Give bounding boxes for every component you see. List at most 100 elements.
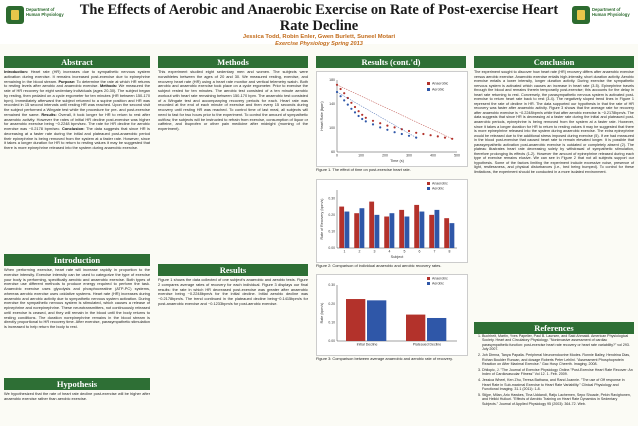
y-axis-label: Rate of Recovery (bpm/s) [320, 198, 324, 239]
y-tick-label: 0.10 [328, 229, 335, 233]
y-tick-label: 180 [329, 78, 335, 82]
introduction-heading: Introduction [4, 254, 150, 266]
x-tick-label: 1 [344, 249, 346, 253]
anaerobic-point [364, 116, 367, 119]
aerobic-point [386, 128, 389, 131]
references-list: Buchheit, Martin, Yves Papelier, Paul B.… [474, 334, 634, 406]
aerobic-bar [449, 222, 455, 248]
aerobic-point [364, 120, 367, 123]
anaerobic-point [415, 131, 418, 134]
y-axis-label: Heart Rate (bpm) [320, 101, 324, 131]
anaerobic-bar [384, 216, 390, 248]
results-heading: Results [158, 264, 308, 276]
x-axis-label: Time (s) [390, 159, 405, 163]
methods-text: This experiment studied eight sedentary … [158, 69, 308, 131]
reference-item: Joh Dimna, Tanya Papalia. Peripheral Neu… [482, 353, 634, 366]
y-tick-label: 60 [331, 150, 335, 154]
y-tick-label: 140 [329, 102, 335, 106]
anaerobic-trendline [336, 84, 453, 140]
x-tick-label: 300 [406, 154, 412, 158]
aerobic-point [407, 134, 411, 137]
anaerobic-bar [429, 214, 435, 248]
figure-2-chart: 0.00 0.10 0.20 0.30 1 2 3 4 5 6 7 8 Subject Rate of R… [320, 181, 457, 259]
anaerobic-point [343, 92, 346, 95]
aerobic-point [415, 136, 418, 139]
anaerobic-point [361, 113, 364, 116]
x-tick-label: 5 [404, 249, 406, 253]
aerobic-point [393, 131, 396, 134]
anaerobic-legend-label: Anaerobic [432, 277, 448, 281]
figure-1-chart: 60 100 140 180 0 100 200 300 400 500 Time (s) Heart… [320, 78, 460, 163]
department-logo-left: Department of Human Physiology [4, 3, 66, 35]
aerobic-point [371, 123, 375, 126]
anaerobic-point [379, 122, 382, 125]
anaerobic-bar [444, 217, 450, 248]
x-tick-label: 100 [358, 154, 364, 158]
aerobic-trendline [336, 91, 417, 138]
figure-2: 0.00 0.10 0.20 0.30 1 2 3 4 5 6 7 8 Subject Rate of R… [316, 178, 468, 263]
y-tick-label: 0.00 [328, 339, 335, 343]
y-tick-label: 0.10 [328, 321, 335, 325]
reference-item: Jessica Wheel, Ken Zhu, Teresa Bathana, … [482, 378, 634, 391]
methods-section: Methods This experiment studied eight se… [158, 56, 308, 132]
anaerobic-point [393, 126, 396, 129]
anaerobic-point [371, 119, 375, 122]
anaerobic-legend-label: Anaerobic [432, 181, 448, 185]
aerobic-legend-swatch [427, 186, 430, 190]
x-tick-label: Initial Decline [357, 343, 378, 347]
figure-1: 60 100 140 180 0 100 200 300 400 500 Time (s) Heart… [316, 71, 468, 167]
university-seal-icon [572, 6, 590, 24]
conclusion-text: The experiment sought to discover how he… [474, 70, 634, 175]
aerobic-point [353, 111, 357, 114]
methods-heading: Methods [158, 56, 308, 68]
aerobic-bar [359, 207, 365, 248]
hypothesis-heading: Hypothesis [4, 378, 150, 390]
anaerobic-bar [339, 206, 345, 248]
x-tick-label: 200 [382, 154, 388, 158]
x-tick-label: 8 [449, 249, 451, 253]
aerobic-bar [427, 318, 447, 342]
anaerobic-bar [354, 212, 360, 248]
x-tick-label: 7 [434, 249, 436, 253]
results-section: Results Figure 1 shows the data collecte… [158, 264, 308, 307]
x-tick-label: 400 [430, 154, 436, 158]
aerobic-legend-label: Aerobic [432, 282, 444, 286]
anaerobic-point [407, 129, 411, 133]
aerobic-legend-swatch [427, 282, 430, 286]
hypothesis-section: Hypothesis We hypothesized that the rate… [4, 378, 150, 402]
figure-3: 0.00 0.10 0.20 0.30 Initial Decline Plateaued… [316, 274, 468, 357]
aerobic-point [346, 103, 349, 106]
conclusion-section: Conclusion The experiment sought to disc… [474, 56, 634, 175]
results-text: Figure 1 shows the data collected of one… [158, 277, 308, 306]
aerobic-legend-label: Aerobic [432, 186, 444, 190]
conclusion-heading: Conclusion [474, 56, 634, 68]
references-section: References Buchheit, Martin, Yves Papeli… [474, 322, 634, 408]
reference-item: Stijpe, Milan, Ario Hawkes, Tina Uddandi… [482, 393, 634, 406]
aerobic-point [357, 114, 360, 118]
aerobic-bar [419, 211, 425, 248]
anaerobic-bar [399, 209, 405, 248]
anaerobic-legend-label: Anaerobic [432, 82, 448, 86]
aerobic-point [339, 95, 342, 98]
introduction-text: When performing exercise, heart rate wil… [4, 267, 150, 329]
results-cont-section: Results (cont.'d) 60 100 140 180 0 100 200 300 4… [316, 56, 468, 362]
reference-item: Buchheit, Martin, Yves Papelier, Paul B.… [482, 334, 634, 352]
aerobic-bar [434, 209, 440, 248]
y-tick-label: 0.00 [328, 246, 335, 250]
anaerobic-point [350, 101, 353, 104]
abstract-heading: Abstract [4, 56, 150, 68]
aerobic-point [361, 117, 364, 121]
aerobic-point [379, 126, 382, 129]
anaerobic-point [422, 132, 425, 136]
university-seal-icon [6, 6, 24, 24]
anaerobic-point [357, 110, 360, 113]
figure-3-caption: Figure 3: Comparison between average ana… [316, 356, 453, 362]
figure-3-chart: 0.00 0.10 0.20 0.30 Initial Decline Plateaued… [320, 277, 457, 347]
aerobic-point [400, 132, 403, 136]
y-tick-label: 0.30 [328, 196, 335, 200]
aerobic-point [350, 107, 353, 110]
y-tick-label: 0.20 [328, 302, 335, 306]
anaerobic-point [429, 134, 432, 137]
references-heading: References [474, 322, 634, 334]
